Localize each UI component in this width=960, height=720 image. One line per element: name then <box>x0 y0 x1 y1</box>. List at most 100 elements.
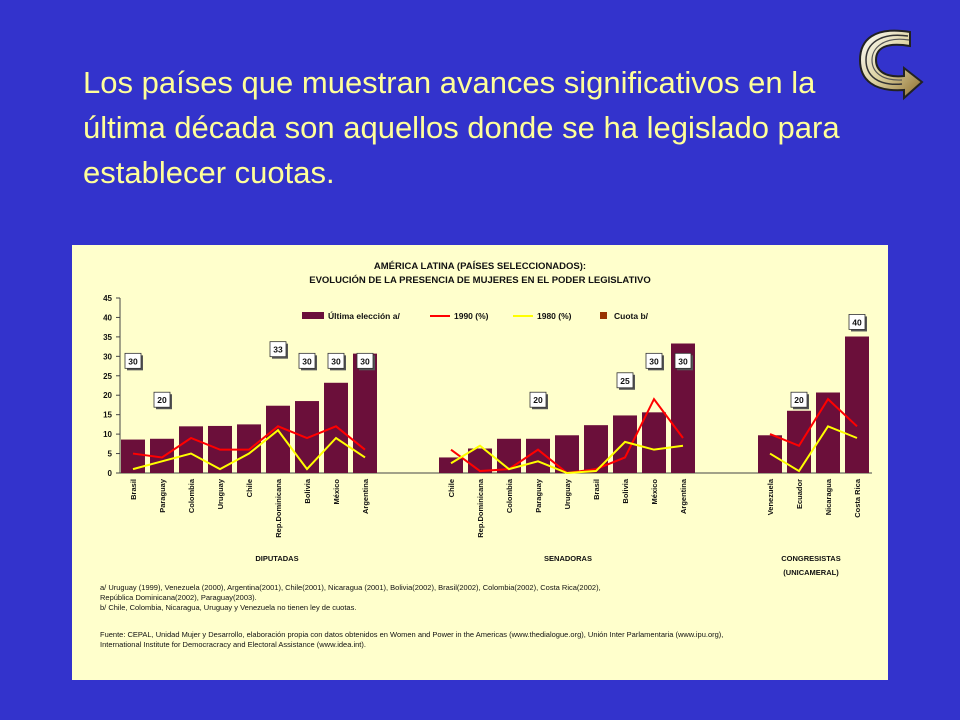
x-tick-labels: Brasil Paraguay Colombia Uruguay Chile Rep.Do… <box>129 478 862 538</box>
chart-header: AMÉRICA LATINA (PAÍSES SELECCIONADOS): E… <box>309 261 651 286</box>
legend-label-cuota: Cuota b/ <box>614 311 649 321</box>
y-tick-label: 35 <box>103 333 112 342</box>
quota-label: 30 <box>128 356 138 366</box>
quota-label: 33 <box>273 345 283 355</box>
line-1980 <box>450 440 684 475</box>
x-tick-label: Uruguay <box>216 478 225 509</box>
group-label-senadoras: SENADORAS <box>544 554 592 563</box>
y-tick-label: 15 <box>103 411 112 420</box>
quota-label: 40 <box>852 317 862 327</box>
quota-label: 25 <box>620 376 630 386</box>
quota-label: 30 <box>678 356 688 366</box>
chart-panel: AMÉRICA LATINA (PAÍSES SELECCIONADOS): E… <box>72 245 888 680</box>
lines-layer <box>132 397 858 475</box>
y-tick-label: 45 <box>103 294 112 303</box>
bar-ultima-eleccion <box>642 412 666 473</box>
quota-box <box>616 372 634 389</box>
line-1990 <box>132 425 366 459</box>
x-tick-label: Colombia <box>187 478 196 513</box>
line-1980 <box>769 425 858 473</box>
legislative-women-chart: AMÉRICA LATINA (PAÍSES SELECCIONADOS): E… <box>103 261 872 577</box>
x-tick-label: Costa Rica <box>853 478 862 518</box>
bar-ultima-eleccion <box>845 336 869 473</box>
x-tick-label: Bolivia <box>303 478 312 503</box>
quota-box <box>269 341 287 358</box>
line-1990 <box>769 397 858 448</box>
footnote-line: República Dominicana(2002), Paraguay(200… <box>100 593 257 602</box>
bar-ultima-eleccion <box>816 392 840 473</box>
chart-subtitle: EVOLUCIÓN DE LA PRESENCIA DE MUJERES EN … <box>309 274 651 286</box>
bar-ultima-eleccion <box>439 457 463 473</box>
y-axis-ticks: 0 5 10 15 20 25 30 35 40 45 <box>103 294 120 478</box>
bar-ultima-eleccion <box>179 426 203 473</box>
y-tick-label: 40 <box>103 313 112 322</box>
x-tick-label: México <box>332 479 341 505</box>
x-tick-label: Chile <box>447 479 456 497</box>
y-tick-label: 25 <box>103 372 112 381</box>
chart-title: AMÉRICA LATINA (PAÍSES SELECCIONADOS): <box>374 261 586 272</box>
x-tick-label: Venezuela <box>766 478 775 515</box>
group-labels: DIPUTADAS SENADORAS CONGRESISTAS (UNICAM… <box>255 554 840 577</box>
group-label-diputadas: DIPUTADAS <box>255 554 298 563</box>
x-tick-label: Nicaragua <box>824 478 833 515</box>
footnotes: a/ Uruguay (1999), Venezuela (2000), Arg… <box>100 583 601 613</box>
quota-box <box>848 314 866 330</box>
bar-ultima-eleccion <box>324 382 348 473</box>
legend-label-1990: 1990 (%) <box>454 311 489 321</box>
bar-ultima-eleccion <box>353 353 377 473</box>
y-tick-label: 5 <box>108 450 113 459</box>
x-tick-label: Argentina <box>679 478 688 514</box>
bar-ultima-eleccion <box>266 405 290 473</box>
footnote-line: a/ Uruguay (1999), Venezuela (2000), Arg… <box>100 583 601 592</box>
x-tick-label: Colombia <box>505 478 514 513</box>
curved-return-arrow-icon[interactable] <box>852 22 924 108</box>
quota-box <box>298 352 316 369</box>
source-line: International Institute for Democracracy… <box>100 640 366 649</box>
quota-label: 30 <box>302 356 312 366</box>
y-tick-label: 20 <box>103 391 112 400</box>
bars-layer <box>121 336 869 473</box>
quota-box <box>153 391 171 408</box>
x-tick-label: Brasil <box>129 479 138 500</box>
quota-label: 20 <box>533 395 543 405</box>
y-tick-label: 10 <box>103 430 112 439</box>
y-tick-label: 30 <box>103 352 112 361</box>
y-tick-label: 0 <box>108 469 113 478</box>
group-label-congresistas: CONGRESISTAS <box>781 554 840 563</box>
chart-legend: Última elección a/ 1990 (%) 1980 (%) Cuo… <box>302 310 649 321</box>
x-tick-label: Brasil <box>592 479 601 500</box>
x-tick-label: Rep.Dominicana <box>476 478 485 538</box>
footnote-line: b/ Chile, Colombia, Nicaragua, Uruguay y… <box>100 603 357 612</box>
x-tick-label: Paraguay <box>158 478 167 513</box>
x-tick-label: Rep.Dominicana <box>274 478 283 538</box>
quota-box <box>674 352 692 369</box>
quota-box <box>356 352 374 369</box>
quota-box <box>529 391 547 408</box>
quota-label: 20 <box>157 395 167 405</box>
x-tick-label: México <box>650 479 659 505</box>
quota-box <box>790 391 808 408</box>
legend-swatch-cuota <box>600 312 607 319</box>
quota-labels-layer: 30 20 33 30 30 30 20 25 30 30 20 40 <box>124 314 867 410</box>
legend-label-1980: 1980 (%) <box>537 311 572 321</box>
quota-label: 30 <box>649 356 659 366</box>
quota-label: 30 <box>331 356 341 366</box>
quota-label: 20 <box>794 395 804 405</box>
quota-box <box>124 352 142 369</box>
x-tick-label: Chile <box>245 479 254 497</box>
line-1980 <box>132 428 366 471</box>
x-tick-label: Argentina <box>361 478 370 514</box>
quota-label: 30 <box>360 356 370 366</box>
x-tick-label: Bolivia <box>621 478 630 503</box>
x-tick-label: Ecuador <box>795 479 804 509</box>
source-note: Fuente: CEPAL, Unidad Mujer y Desarrollo… <box>100 630 723 650</box>
quota-box <box>645 352 663 369</box>
legend-swatch-ultima <box>302 312 324 319</box>
group-label-unicameral: (UNICAMERAL) <box>783 568 839 577</box>
quota-box <box>327 352 345 369</box>
source-line: Fuente: CEPAL, Unidad Mujer y Desarrollo… <box>100 630 724 639</box>
slide-title: Los países que muestran avances signific… <box>83 65 840 190</box>
legend-label-ultima: Última elección a/ <box>328 310 400 321</box>
x-tick-label: Uruguay <box>563 478 572 509</box>
bar-ultima-eleccion <box>121 439 145 473</box>
